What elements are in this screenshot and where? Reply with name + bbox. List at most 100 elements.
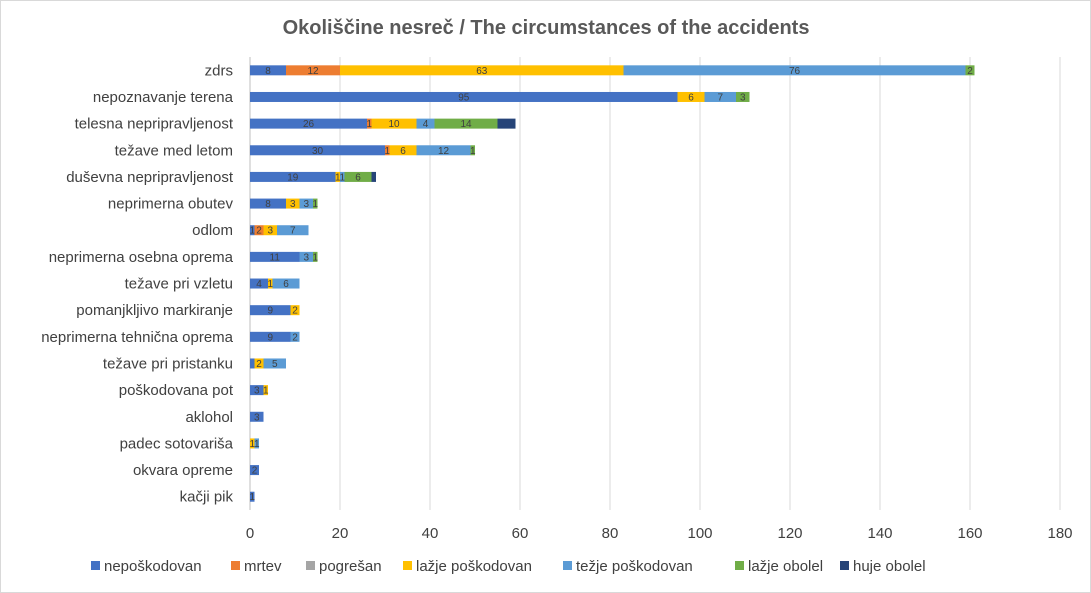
data-label: 4 bbox=[423, 119, 429, 130]
legend-swatch bbox=[403, 561, 412, 570]
bar-segment bbox=[299, 198, 313, 209]
bar-segment bbox=[263, 358, 286, 369]
bar-segment bbox=[313, 198, 318, 209]
bar-segment bbox=[250, 465, 259, 476]
bar-segment bbox=[250, 385, 264, 396]
bar-segment bbox=[340, 65, 624, 76]
bar-segment bbox=[367, 118, 372, 129]
data-label: 1 bbox=[470, 146, 476, 157]
bar-segment bbox=[254, 225, 264, 236]
bar-segment bbox=[250, 118, 367, 129]
legend-item[interactable]: težje poškodovan bbox=[563, 558, 693, 575]
legend-item[interactable]: lažje obolel bbox=[735, 558, 823, 575]
bar-segment bbox=[340, 171, 345, 182]
legend-item[interactable]: pogrešan bbox=[306, 558, 382, 575]
data-label: 2 bbox=[967, 66, 973, 77]
legend-swatch bbox=[563, 561, 572, 570]
legend-label: huje obolel bbox=[853, 558, 926, 575]
data-label: 12 bbox=[307, 66, 319, 77]
data-label: 2 bbox=[252, 466, 258, 477]
legend-swatch bbox=[231, 561, 240, 570]
legend-item[interactable]: nepoškodovan bbox=[91, 558, 202, 575]
legend-item[interactable]: mrtev bbox=[231, 558, 282, 575]
data-label: 9 bbox=[267, 332, 273, 343]
gridlines bbox=[249, 57, 1061, 511]
category-label: pomanjkljivo markiranje bbox=[76, 302, 233, 319]
data-label: 1 bbox=[384, 146, 390, 157]
legend-item[interactable]: huje obolel bbox=[840, 558, 926, 575]
x-tick-label: 140 bbox=[867, 525, 892, 542]
data-label: 3 bbox=[740, 92, 746, 103]
x-tick-label: 40 bbox=[422, 525, 439, 542]
bar-segment bbox=[965, 65, 975, 76]
data-label: 3 bbox=[303, 199, 309, 210]
bar-segment bbox=[250, 198, 286, 209]
category-label: kačji pik bbox=[180, 489, 234, 506]
x-tick-label: 60 bbox=[512, 525, 529, 542]
bar-segment bbox=[290, 331, 300, 342]
bar-segment bbox=[250, 491, 255, 502]
bar-segment bbox=[250, 411, 264, 422]
data-label: 3 bbox=[303, 252, 309, 263]
legend-swatch bbox=[840, 561, 849, 570]
bar-segment bbox=[286, 65, 340, 76]
data-label: 7 bbox=[717, 92, 723, 103]
data-label: 6 bbox=[400, 146, 406, 157]
bar-segment bbox=[434, 118, 498, 129]
data-label: 2 bbox=[292, 306, 298, 317]
category-label: odlom bbox=[192, 222, 233, 239]
bar-segment bbox=[263, 225, 277, 236]
bar-segment bbox=[416, 145, 471, 156]
legend-label: mrtev bbox=[244, 558, 282, 575]
category-label: poškodovana pot bbox=[119, 382, 234, 399]
legend[interactable]: nepoškodovan mrtev pogrešan lažje poškodova… bbox=[91, 558, 926, 575]
category-label: padec sotovariša bbox=[120, 435, 234, 452]
legend-swatch bbox=[91, 561, 100, 570]
data-label: 26 bbox=[303, 119, 315, 130]
bar-segment bbox=[299, 251, 313, 262]
x-tick-label: 20 bbox=[332, 525, 349, 542]
bar-segment bbox=[272, 278, 300, 289]
category-label: okvara opreme bbox=[133, 462, 233, 479]
bar-segment bbox=[250, 145, 385, 156]
bar-segment bbox=[623, 65, 966, 76]
data-label: 1 bbox=[263, 386, 269, 397]
data-label: 19 bbox=[287, 172, 299, 183]
data-label: 3 bbox=[267, 226, 273, 237]
data-label: 2 bbox=[256, 359, 262, 370]
category-label: zdrs bbox=[205, 62, 233, 79]
data-label: 1 bbox=[335, 172, 341, 183]
data-label: 4 bbox=[256, 279, 262, 290]
bar-segment bbox=[286, 198, 300, 209]
bar-segment bbox=[704, 91, 736, 102]
category-label: aklohol bbox=[185, 409, 233, 426]
legend-label: nepoškodovan bbox=[104, 558, 202, 575]
bar-segment bbox=[250, 331, 291, 342]
bar-segment bbox=[371, 171, 376, 182]
bar-segment bbox=[385, 145, 390, 156]
x-tick-label: 120 bbox=[777, 525, 802, 542]
data-label: 3 bbox=[254, 386, 260, 397]
bar-segment bbox=[335, 171, 340, 182]
bar-segment bbox=[416, 118, 435, 129]
legend-item[interactable]: lažje poškodovan bbox=[403, 558, 532, 575]
bar-segment bbox=[250, 251, 300, 262]
bar-segment bbox=[277, 225, 309, 236]
chart-title: Okoliščine nesreč / The circumstances of… bbox=[283, 17, 810, 39]
data-label: 9 bbox=[267, 306, 273, 317]
legend-label: lažje obolel bbox=[748, 558, 823, 575]
bar-segment bbox=[250, 65, 286, 76]
bar-segment bbox=[470, 145, 475, 156]
bar-segment bbox=[250, 91, 678, 102]
data-label: 1 bbox=[339, 172, 345, 183]
data-label: 63 bbox=[476, 66, 488, 77]
category-label: neprimerna obutev bbox=[108, 196, 234, 213]
category-label: težave med letom bbox=[115, 142, 233, 159]
bar-segment bbox=[254, 438, 259, 449]
data-label: 95 bbox=[458, 92, 470, 103]
data-label: 1 bbox=[249, 439, 255, 450]
data-label: 1 bbox=[312, 199, 318, 210]
